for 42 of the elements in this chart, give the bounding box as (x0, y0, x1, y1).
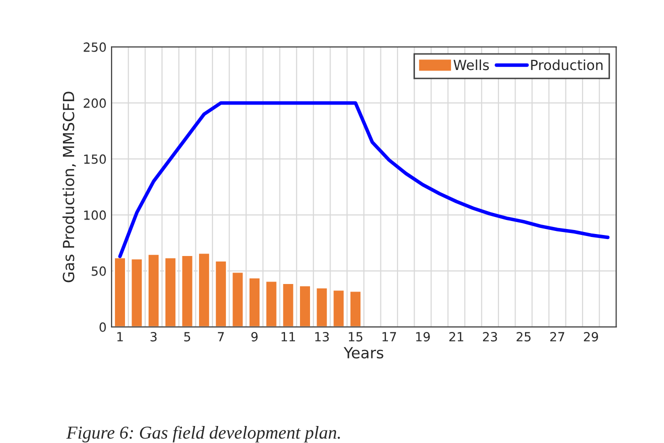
x-tick-label: 5 (184, 332, 190, 342)
y-tick-label: 250 (84, 42, 106, 52)
bar (298, 284, 312, 327)
bar (264, 280, 278, 327)
bar (332, 289, 346, 327)
y-tick-label: 50 (92, 266, 106, 276)
x-tick-label: 27 (550, 332, 564, 342)
y-tick-label: 150 (84, 154, 106, 164)
legend-label: Wells (454, 59, 489, 70)
bar (349, 290, 362, 327)
x-tick-label: 29 (584, 332, 598, 342)
bar (130, 258, 144, 327)
bar (248, 276, 261, 327)
bar (147, 253, 160, 327)
line-series (118, 101, 610, 258)
x-tick-label: 23 (482, 332, 497, 342)
x-tick-label: 3 (150, 332, 157, 342)
y-tick-label: 100 (84, 210, 106, 220)
x-tick-label: 15 (348, 332, 362, 342)
y-tick-label: 200 (84, 98, 106, 108)
y-axis-title: Gas Production, MMSCFD (62, 92, 76, 282)
bar (180, 254, 194, 327)
x-tick-label: 21 (449, 332, 464, 342)
bar (114, 256, 126, 327)
legend-label: Production (531, 59, 603, 70)
x-tick-label: 17 (382, 332, 396, 342)
x-tick-label: 11 (282, 332, 295, 342)
bar (164, 256, 177, 327)
x-tick-label: 25 (516, 332, 531, 342)
bar (214, 260, 228, 327)
x-tick-label: 7 (218, 332, 224, 342)
y-tick-label: 0 (100, 322, 106, 332)
x-tick-label: 13 (315, 332, 329, 342)
bar (198, 252, 210, 327)
x-tick-label: 1 (117, 332, 123, 342)
bar (282, 282, 295, 327)
x-tick-label: 19 (416, 332, 430, 342)
caption: Figure 6: Gas field development plan. (66, 426, 340, 442)
x-axis-title: Years (344, 347, 384, 358)
bar (315, 287, 328, 327)
x-tick-label: 9 (251, 332, 258, 342)
bar (231, 271, 244, 327)
